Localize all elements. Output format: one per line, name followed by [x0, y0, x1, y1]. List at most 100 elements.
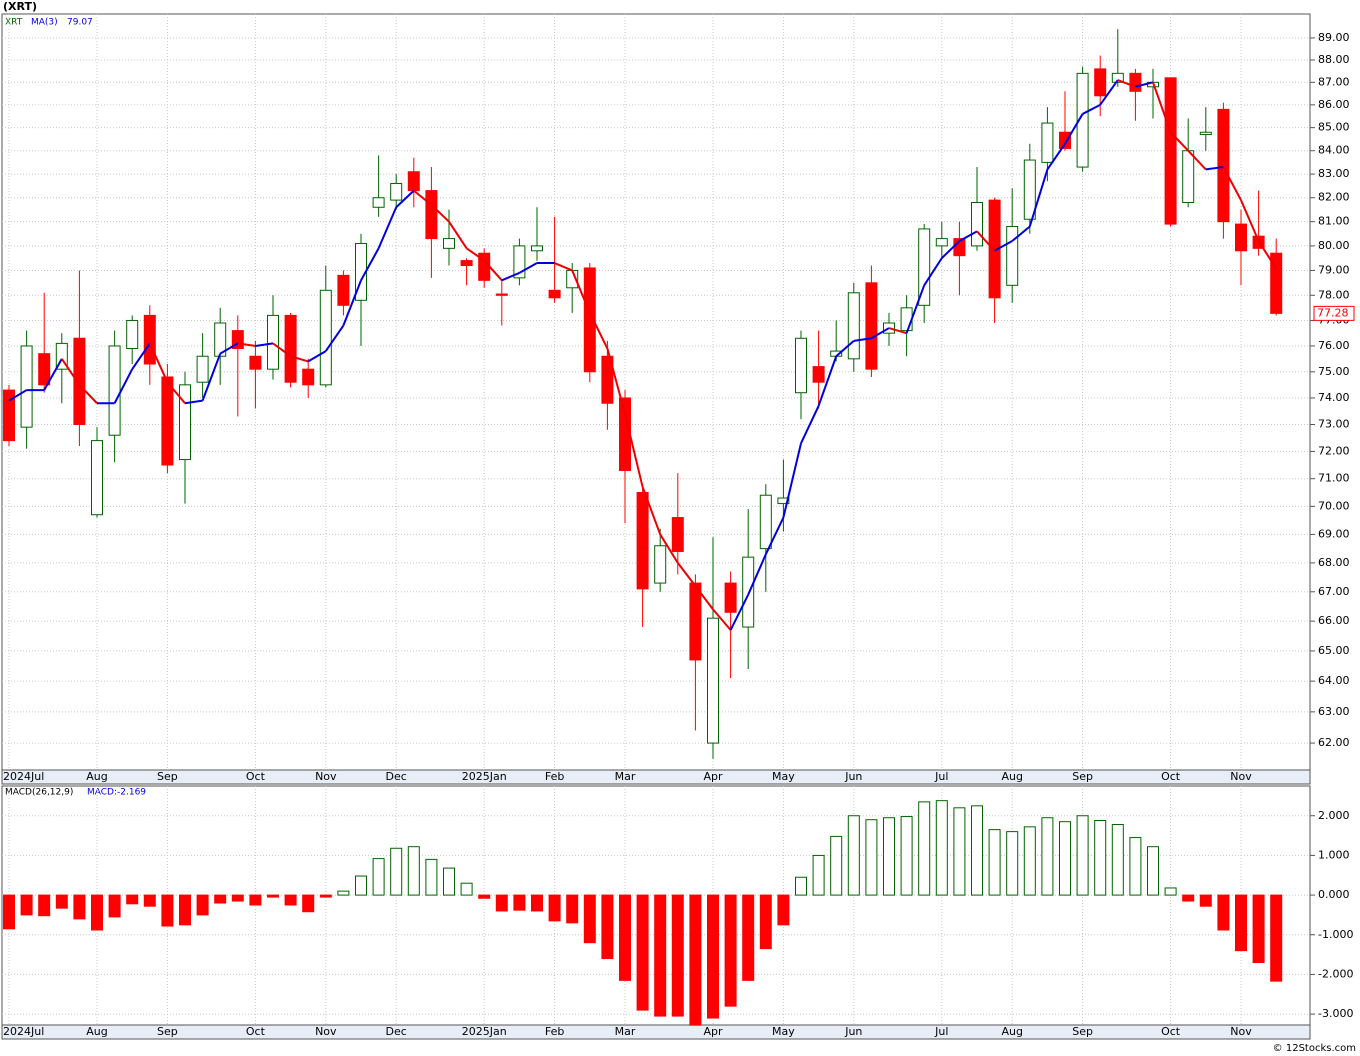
- ma-segment: [659, 533, 679, 564]
- candle-body: [671, 517, 684, 552]
- y-tick-label: 69.00: [1318, 527, 1350, 540]
- x-tick-label: Nov: [315, 770, 337, 783]
- ma-segment: [255, 342, 274, 347]
- candle-body: [636, 491, 649, 590]
- x-axis-band: [1, 1024, 1311, 1040]
- macd-bar: [689, 894, 702, 1026]
- ma-segment: [219, 342, 239, 355]
- ma-segment: [395, 189, 415, 209]
- candle-body: [1217, 108, 1230, 223]
- macd-bar: [231, 894, 244, 902]
- candle-body: [425, 190, 438, 240]
- y-tick-label: 81.00: [1318, 215, 1350, 228]
- macd-bar: [425, 858, 438, 896]
- macd-bar: [759, 894, 772, 950]
- ma-segment: [1187, 150, 1207, 171]
- candle-body: [267, 314, 279, 370]
- x-tick-label: Aug: [86, 770, 107, 783]
- macd-bar: [847, 815, 860, 896]
- ma-segment: [694, 585, 714, 610]
- ma-segment: [290, 355, 309, 363]
- candle-body: [38, 353, 51, 386]
- ma-segment: [448, 221, 468, 249]
- ma-segment: [1082, 103, 1101, 115]
- x-tick-label: Sep: [1072, 1025, 1093, 1038]
- x-tick-label: 2025Jan: [462, 1025, 507, 1038]
- ma-segment: [78, 384, 98, 404]
- macd-bar: [1147, 846, 1159, 896]
- ma-segment: [1257, 240, 1278, 270]
- macd-bar: [988, 829, 1001, 896]
- macd-bar: [777, 894, 790, 926]
- candle-body: [91, 440, 103, 516]
- ma-segment: [1064, 113, 1084, 145]
- x-tick-label: Feb: [545, 770, 564, 783]
- y-tick-label: 65.00: [1318, 644, 1350, 657]
- candle-body: [1129, 72, 1142, 92]
- x-tick-label: Dec: [386, 770, 407, 783]
- y-tick-label: 88.00: [1318, 53, 1350, 66]
- candle-body: [108, 345, 121, 436]
- y-tick-label: 75.00: [1318, 365, 1350, 378]
- chart-title: (XRT): [3, 0, 37, 13]
- candle-body: [1235, 223, 1247, 252]
- ma-segment: [976, 230, 996, 252]
- last-price-box: [1313, 305, 1355, 321]
- candle-body: [73, 337, 86, 426]
- ma-segment: [430, 204, 450, 223]
- macd-bar: [601, 894, 614, 960]
- x-tick-label: Jul: [934, 770, 948, 783]
- x-tick-label: Oct: [246, 770, 266, 783]
- y-tick-label: 76.00: [1318, 339, 1350, 352]
- ma-segment: [905, 284, 926, 334]
- candle-body: [971, 202, 983, 247]
- candle-body: [601, 355, 614, 404]
- candle-body: [337, 274, 350, 306]
- y-tick-label: 85.00: [1318, 121, 1350, 134]
- ma-segment: [1011, 225, 1031, 242]
- ma-segment: [184, 399, 203, 405]
- candle-body: [619, 397, 631, 471]
- x-tick-label: May: [772, 1025, 795, 1038]
- ma-segment: [1099, 79, 1119, 106]
- candle-body: [372, 197, 385, 208]
- ma-segment: [1222, 166, 1242, 201]
- macd-bar: [566, 894, 579, 924]
- macd-bar: [337, 890, 350, 896]
- candle-body: [724, 582, 737, 613]
- candle-body: [460, 260, 473, 267]
- candle-body: [1094, 68, 1107, 97]
- macd-bar: [583, 894, 596, 944]
- x-tick-label: Mar: [615, 770, 636, 783]
- ma-segment: [501, 271, 520, 282]
- ma-segment: [342, 279, 362, 326]
- x-tick-label: Aug: [86, 1025, 107, 1038]
- ma-segment: [1046, 143, 1066, 170]
- ma-segment: [360, 247, 380, 281]
- candle-body: [847, 292, 860, 360]
- macd-bar: [1006, 831, 1019, 896]
- macd-bar: [319, 894, 332, 898]
- candle-body: [1006, 225, 1019, 286]
- x-tick-label: Apr: [703, 1025, 723, 1038]
- ma-segment: [677, 562, 697, 587]
- ma-segment: [941, 240, 961, 259]
- candle-body: [777, 497, 790, 505]
- macd-bar: [161, 894, 174, 927]
- ma-segment: [377, 206, 398, 249]
- candle-body: [196, 355, 209, 383]
- y-tick-label: 80.00: [1318, 239, 1350, 252]
- ma-segment: [43, 358, 63, 391]
- macd-bar: [143, 894, 156, 907]
- macd-bar: [355, 875, 367, 896]
- candle-body: [654, 545, 667, 584]
- macd-bar: [372, 858, 385, 896]
- ma-segment: [166, 381, 186, 404]
- x-tick-label: Oct: [1161, 1025, 1181, 1038]
- x-axis-band: [1, 769, 1311, 785]
- macd-bar: [971, 805, 983, 896]
- macd-bar: [196, 894, 209, 916]
- y-tick-label: 72.00: [1318, 444, 1350, 457]
- macd-bar: [73, 894, 86, 920]
